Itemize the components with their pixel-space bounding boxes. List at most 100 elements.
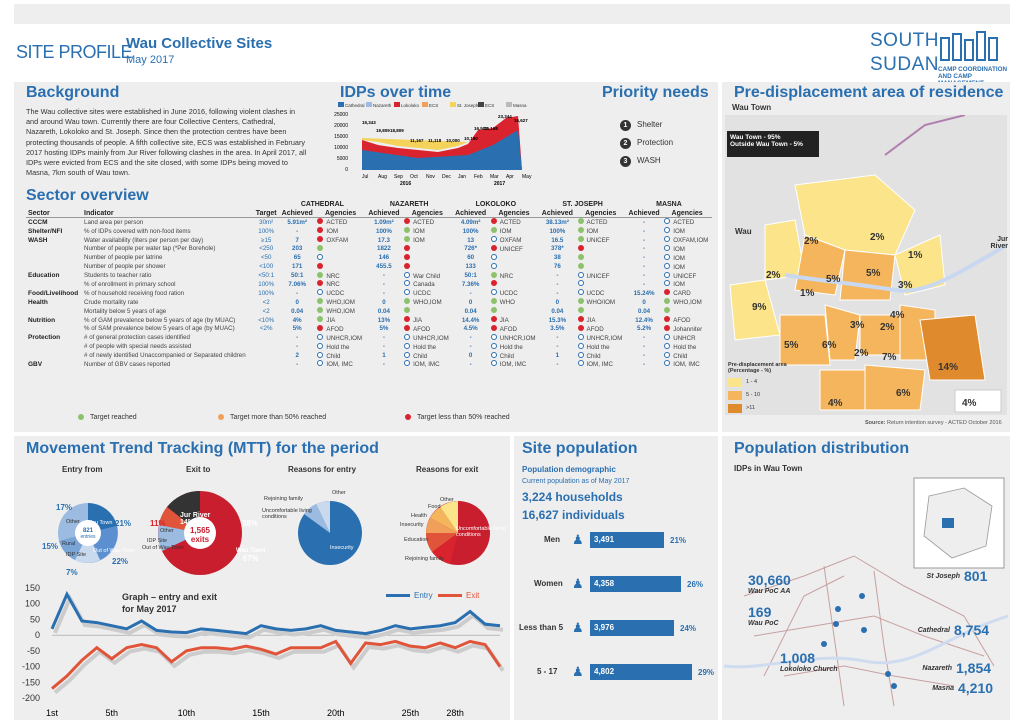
idps-year: 2017: [494, 181, 505, 186]
agency-text: ACTED: [586, 219, 608, 227]
agency-text: WHO,IOM: [326, 308, 355, 316]
status-dot: [664, 253, 671, 260]
table-cell: 1: [382, 352, 386, 360]
agency-text: IOM: [499, 228, 512, 236]
table-cell: Nutrition: [28, 316, 56, 324]
predisp-summary-box: Wau Town - 95% Outside Wau Town - 5%: [727, 131, 819, 157]
sector-header-4: Agencies: [315, 208, 366, 219]
table-cell: [26, 253, 82, 262]
predisp-pct-label: 6%: [896, 388, 911, 399]
legend-entry: Entry: [414, 591, 433, 600]
sitepop-households: 3,224 households: [522, 490, 623, 504]
table-cell: -: [382, 280, 385, 288]
rx-label-other: Other: [440, 497, 454, 503]
table-cell: ≥15: [261, 236, 272, 244]
table-cell: -: [556, 272, 559, 280]
line-ytick: -100: [22, 662, 40, 672]
status-dot: [317, 280, 324, 287]
group-cathedral: CATHEDRAL: [300, 200, 344, 208]
status-dot: [490, 342, 497, 349]
status-dot: [577, 244, 584, 251]
predisp-pct-label: 5%: [784, 340, 799, 351]
idps-ytick: 10000: [334, 145, 348, 151]
entry-pct-rural: 15%: [42, 542, 59, 551]
table-cell: Shelter/NFI: [28, 227, 63, 235]
agency-text: Child: [673, 352, 688, 360]
table-cell: -: [469, 289, 472, 297]
sitepop-bar: 3,976: [590, 620, 674, 636]
table-row: Health Crude mortality rate <2 0 WHO,IOM 0 WHO…: [26, 298, 712, 307]
priority-title: Priority needs: [602, 84, 709, 101]
idps-xtick: Jan: [458, 174, 466, 180]
status-dot: [490, 298, 497, 305]
re-label-uncomfortable: Uncomfortable living conditions: [262, 508, 312, 520]
legend-exit-swatch: [438, 594, 462, 597]
series-line-exit: [51, 639, 502, 690]
table-cell: Mortality below 5 years of age: [84, 307, 167, 315]
table-cell: 0.04: [377, 307, 390, 315]
table-cell: Number of people per water tap (*Per Bor…: [84, 245, 216, 253]
table-cell: [576, 262, 626, 271]
table-cell: 726*: [464, 245, 477, 253]
table-cell: UNICEF: [662, 271, 712, 280]
status-dot: [404, 324, 411, 331]
table-cell: 5.91m²: [287, 218, 307, 226]
popdist-site-count: 1,008: [780, 650, 816, 666]
table-cell: IOM: [662, 244, 712, 253]
table-cell: -: [643, 254, 646, 262]
idps-value-label: 19,809: [376, 128, 390, 133]
line-ytick: -150: [22, 677, 40, 687]
entry-label-other: Other: [66, 519, 80, 525]
table-cell: Protection: [28, 334, 61, 342]
table-cell: 100%: [258, 289, 275, 297]
table-row: Number of people per shower <100 171 455.5 1…: [26, 262, 712, 271]
sector-header-5: Achieved: [365, 208, 403, 219]
sitepop-bar: 3,491: [590, 532, 664, 548]
agency-text: IOM: [673, 254, 685, 262]
idps-ytick: 25000: [334, 112, 348, 118]
table-cell: [315, 244, 365, 253]
status-dot: [317, 324, 324, 331]
status-dot: [664, 218, 671, 225]
table-cell: UNHCR,IOM: [402, 333, 452, 342]
status-dot: [577, 218, 584, 225]
popdist-site-name: Wau PoC AA: [748, 588, 791, 595]
table-cell: UCDC: [576, 289, 626, 298]
agency-text: AFOD: [673, 317, 691, 325]
sitepop-pct: 26%: [687, 580, 704, 589]
status-dot: [317, 227, 324, 234]
sector-table: CATHEDRAL NAZARETH LOKOLOKO ST. JOSEPH MASNA…: [26, 200, 712, 369]
table-cell: -: [643, 218, 646, 226]
legend-target-more50: Target more than 50% reached: [218, 414, 326, 421]
entry-label-rural: Rural: [62, 541, 76, 547]
table-cell: IOM: [662, 262, 712, 271]
table-row: Nutrition % of GAM prevalence below 5 yea…: [26, 316, 712, 325]
idps-legend-label: Nazareth: [373, 103, 392, 108]
series-shadow: [53, 593, 504, 640]
table-cell: IOM, IMC: [489, 360, 539, 369]
agency-text: IOM, IMC: [499, 361, 527, 369]
table-cell: [402, 244, 452, 253]
sitepop-pct: 24%: [680, 624, 697, 633]
table-cell: -: [296, 360, 299, 368]
person-icon: ♟: [572, 532, 584, 547]
table-cell: 60: [467, 254, 475, 262]
line-xtick: 28th: [446, 708, 464, 718]
person-icon: ♟: [572, 664, 584, 679]
predisp-pct-label: 5%: [866, 268, 881, 279]
top-band: [14, 4, 1010, 24]
table-cell: -: [643, 263, 646, 271]
table-row: Shelter/NFI % of IDPs covered with non-fo…: [26, 227, 712, 236]
popdist-site-name: Cathedral: [917, 627, 950, 634]
table-cell: -: [643, 280, 646, 288]
table-cell: % of household receiving food ration: [84, 289, 185, 297]
status-dot: [404, 333, 411, 340]
sector-header-0: Sector: [26, 208, 83, 219]
table-cell: NRC: [315, 271, 365, 280]
line-ytick: 50: [30, 614, 40, 624]
sitepop-row-label: Men: [544, 535, 560, 544]
agency-text: IOM: [673, 263, 685, 271]
agency-text: AFOD: [499, 325, 517, 333]
status-dot: [404, 244, 411, 251]
table-cell: 38: [553, 254, 561, 262]
